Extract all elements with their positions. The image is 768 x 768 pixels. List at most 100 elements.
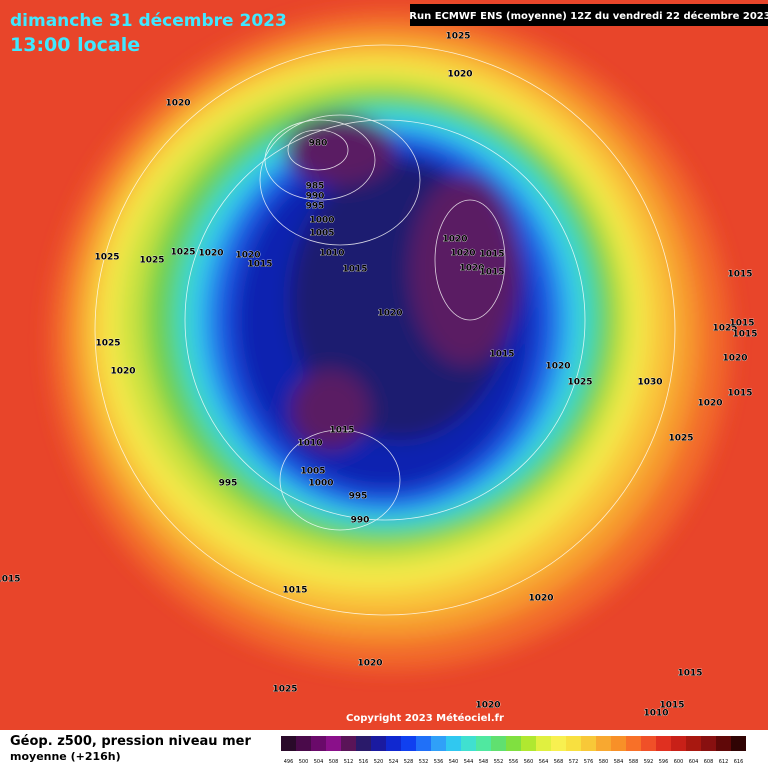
isobar-label: 990 [351, 516, 370, 526]
isobar-label: 1010 [319, 249, 344, 259]
scale-swatch [506, 736, 521, 751]
scale-swatch [701, 736, 716, 751]
isobar-label: 1025 [712, 324, 737, 334]
isobar-label: 980 [309, 139, 328, 149]
isobar-label: 1015 [489, 350, 514, 360]
scale-swatch [656, 736, 671, 751]
scale-label: 524 [389, 759, 399, 765]
scale-label: 588 [629, 759, 639, 765]
isobar-label: 1020 [377, 309, 402, 319]
isobar-label: 1015 [247, 260, 272, 270]
scale-swatch [686, 736, 701, 751]
map-field [0, 0, 768, 730]
scale-swatch [341, 736, 356, 751]
isobar-label: 1025 [567, 378, 592, 388]
scale-swatch [491, 736, 506, 751]
scale-swatch [296, 736, 311, 751]
legend-subtitle: moyenne (+216h) [10, 750, 121, 763]
isobar-label: 995 [306, 202, 325, 212]
isobar-label: 1010 [643, 709, 668, 719]
scale-swatch [731, 736, 746, 751]
isobar-label: 1015 [729, 319, 754, 329]
isobar-label: 1020 [528, 594, 553, 604]
scale-label: 500 [299, 759, 309, 765]
scale-label: 568 [554, 759, 564, 765]
isobar-label: 1025 [94, 253, 119, 263]
scale-label: 496 [284, 759, 294, 765]
scale-label: 616 [734, 759, 744, 765]
isobar-label: 995 [219, 479, 238, 489]
scale-label: 544 [464, 759, 474, 765]
scale-label: 572 [569, 759, 579, 765]
isobar-label: 1030 [637, 378, 662, 388]
isobar-label: 1020 [235, 251, 260, 261]
isobar-label: 1015 [677, 669, 702, 679]
scale-swatch [461, 736, 476, 751]
scale-swatch [401, 736, 416, 751]
scale-swatch [626, 736, 641, 751]
isobar-label: 1015 [479, 250, 504, 260]
scale-label: 580 [599, 759, 609, 765]
isobar-label: 1005 [309, 229, 334, 239]
isobar-label: 1020 [165, 99, 190, 109]
isobar-label: 1005 [300, 467, 325, 477]
isobar-label: 1025 [139, 256, 164, 266]
isobar-label: 1025 [272, 685, 297, 695]
legend-title: Géop. z500, pression niveau mer [10, 734, 251, 749]
scale-label: 600 [674, 759, 684, 765]
scale-label: 532 [419, 759, 429, 765]
isobar-label: 1020 [459, 264, 484, 274]
isobar-label: 1015 [732, 330, 757, 340]
scale-swatch [416, 736, 431, 751]
isobar-label: 1015 [0, 575, 21, 585]
isobar-label: 1025 [668, 434, 693, 444]
time: 13:00 locale [10, 34, 140, 56]
color-scale: 496 500 504 508 512 516 520 524 528 532 536 540 544 5… [281, 736, 746, 765]
copyright: Copyright 2023 Météociel.fr [346, 712, 504, 724]
scale-label: 540 [449, 759, 459, 765]
isobar-label: 1020 [697, 399, 722, 409]
isobar-label: 1025 [445, 32, 470, 42]
scale-swatch [671, 736, 686, 751]
isobar-label: 995 [349, 492, 368, 502]
isobar-label: 1000 [309, 216, 334, 226]
isobar-label: 1020 [357, 659, 382, 669]
isobar-label: 1025 [170, 248, 195, 258]
isobar-label: 1020 [442, 235, 467, 245]
isobar-label: 1020 [722, 354, 747, 364]
isobar-label: 985 [306, 182, 325, 192]
isobar-label: 1015 [329, 426, 354, 436]
scale-label: 516 [359, 759, 369, 765]
scale-swatch [641, 736, 656, 751]
isobar-label: 990 [306, 192, 325, 202]
scale-label: 596 [659, 759, 669, 765]
scale-swatch [476, 736, 491, 751]
scale-label: 552 [494, 759, 504, 765]
scale-label: 608 [704, 759, 714, 765]
scale-label: 576 [584, 759, 594, 765]
scale-swatch [536, 736, 551, 751]
scale-swatch [446, 736, 461, 751]
scale-swatch [581, 736, 596, 751]
scale-swatch [596, 736, 611, 751]
scale-label: 560 [524, 759, 534, 765]
scale-label: 564 [539, 759, 549, 765]
isobar-label: 1015 [727, 270, 752, 280]
isobar-label: 1000 [308, 479, 333, 489]
isobar-label: 1020 [450, 249, 475, 259]
isobar-label: 1020 [198, 249, 223, 259]
scale-swatch [311, 736, 326, 751]
isobar-label: 1015 [282, 586, 307, 596]
scale-swatch [716, 736, 731, 751]
isobar-label: 1015 [659, 701, 684, 711]
isobar-label: 1015 [479, 268, 504, 278]
scale-swatch [326, 736, 341, 751]
isobar-label: 1025 [95, 339, 120, 349]
scale-swatch [281, 736, 296, 751]
date: dimanche 31 décembre 2023 [10, 11, 287, 31]
scale-label: 520 [374, 759, 384, 765]
scale-swatch [356, 736, 371, 751]
scale-label: 508 [329, 759, 339, 765]
isobar-label: 1020 [110, 367, 135, 377]
